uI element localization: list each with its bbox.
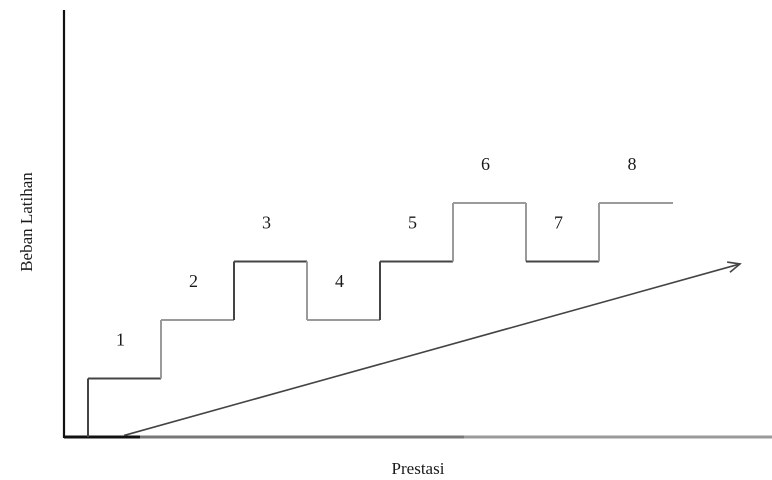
axes <box>62 10 772 439</box>
step-label: 5 <box>408 213 417 233</box>
y-axis-label: Beban Latihan <box>17 172 36 272</box>
trend-arrow <box>123 261 742 437</box>
trend-arrow-head <box>727 261 742 273</box>
trend-arrow-shaft <box>123 263 741 437</box>
step-label: 2 <box>189 271 198 291</box>
step-line <box>87 202 673 437</box>
step-label: 1 <box>116 330 125 350</box>
step-label: 7 <box>554 213 563 233</box>
step-labels: 1 2 3 4 5 6 7 8 <box>116 154 637 350</box>
x-axis-label: Prestasi <box>392 459 445 478</box>
step-label: 6 <box>481 154 490 174</box>
step-label: 4 <box>335 271 344 291</box>
step-label: 8 <box>628 154 637 174</box>
step-label: 3 <box>262 213 271 233</box>
